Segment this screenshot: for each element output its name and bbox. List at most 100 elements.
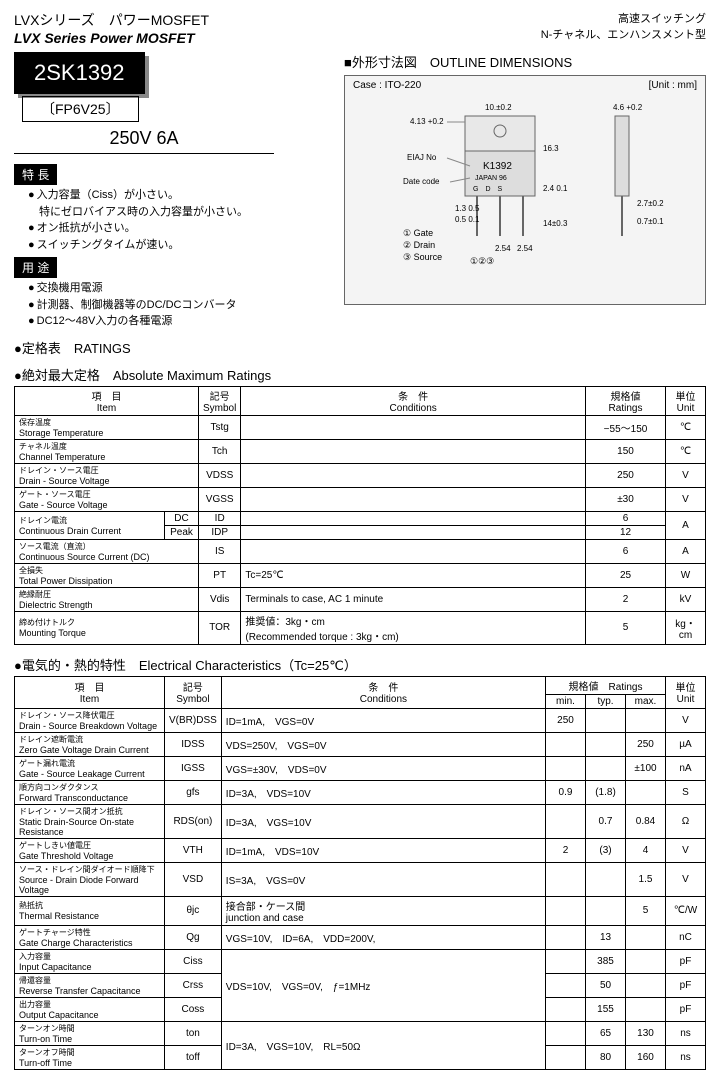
min-cell: 0.9 [546,780,586,804]
switching-note: 高速スイッチング [541,10,706,26]
col-ratings-group: 規格値 Ratings [546,676,666,694]
svg-text:2.54: 2.54 [495,244,511,253]
symbol-cell: VSD [165,862,222,896]
item-cell: ドレイン・ソース間オン抵抗Static Drain-Source On-stat… [15,804,165,838]
symbol-cell: IDSS [165,732,222,756]
min-cell [546,756,586,780]
rating-cell: ±30 [586,487,666,511]
min-cell [546,973,586,997]
col-unit: 単位 Unit [666,386,706,415]
conditions-cell: ID=3A, VGS=10V, RL=50Ω [221,1021,545,1069]
unit-cell: pF [666,949,706,973]
col-typ: typ. [586,694,626,708]
item-cell: 締め付けトルクMounting Torque [15,611,199,644]
typ-cell: 385 [586,949,626,973]
max-cell [626,925,666,949]
item-cell: ゲート・ソース電圧Gate - Source Voltage [15,487,199,511]
rating-cell: −55〜150 [586,415,666,439]
typ-cell: 155 [586,997,626,1021]
symbol-cell: Coss [165,997,222,1021]
conditions-cell: ID=1mA, VDS=10V [221,838,545,862]
symbol-cell: VGSS [199,487,241,511]
unit-cell: V [666,708,706,732]
typ-cell [586,756,626,780]
item-cell: ゲートしきい値電圧Gate Threshold Voltage [15,838,165,862]
typ-cell [586,732,626,756]
conditions-cell [241,487,586,511]
application-item: DC12～48V入力の各種電源 [28,313,334,330]
max-cell [626,708,666,732]
rating-cell: 250 [586,463,666,487]
item-cell: 熱抵抗Thermal Resistance [15,896,165,925]
outline-title: ■外形寸法図 OUTLINE DIMENSIONS [344,52,706,71]
eiaj-label: EIAJ No [407,153,437,162]
item-cell: ゲートチャージ特性Gate Charge Characteristics [15,925,165,949]
item-cell: ドレイン・ソース降伏電圧Drain - Source Breakdown Vol… [15,708,165,732]
table-row: ゲート漏れ電流Gate - Source Leakage CurrentIGSS… [15,756,706,780]
table-row: 順方向コンダクタンスForward TransconductancegfsID=… [15,780,706,804]
svg-text:10.±0.2: 10.±0.2 [485,103,512,112]
typ-cell: 0.7 [586,804,626,838]
symbol-cell: gfs [165,780,222,804]
features-label: 特 長 [14,164,57,185]
symbol-cell: V(BR)DSS [165,708,222,732]
unit-cell: V [666,838,706,862]
typ-cell [586,896,626,925]
conditions-cell [241,415,586,439]
typ-cell: 80 [586,1045,626,1069]
subtype-cell: DC [165,511,199,525]
symbol-cell: ton [165,1021,222,1045]
table-row: ゲート・ソース電圧Gate - Source VoltageVGSS±30V [15,487,706,511]
col-conditions: 条 件 Conditions [221,676,545,708]
svg-text:①②③: ①②③ [470,256,494,266]
conditions-cell: ID=3A, VGS=10V [221,804,545,838]
table-row: ゲートチャージ特性Gate Charge CharacteristicsQgVG… [15,925,706,949]
unit-cell: ns [666,1021,706,1045]
min-cell [546,1045,586,1069]
col-item: 項 目 Item [15,386,199,415]
rating-cell: 25 [586,563,666,587]
min-cell: 2 [546,838,586,862]
conditions-cell: Tc=25℃ [241,563,586,587]
table-row: 保存温度Storage TemperatureTstg−55〜150℃ [15,415,706,439]
unit-label: [Unit : mm] [649,80,697,91]
subtype-cell: Peak [165,525,199,539]
part-number-box: 2SK1392 [14,52,145,94]
col-conditions: 条 件 Conditions [241,386,586,415]
symbol-cell: VDSS [199,463,241,487]
conditions-cell: VDS=250V, VGS=0V [221,732,545,756]
svg-text:0.7±0.1: 0.7±0.1 [637,217,664,226]
symbol-cell: Crss [165,973,222,997]
table-row: ドレイン・ソース間オン抵抗Static Drain-Source On-stat… [15,804,706,838]
max-cell [626,973,666,997]
item-cell: ゲート漏れ電流Gate - Source Leakage Current [15,756,165,780]
item-cell: ソース電流（直流）Continuous Source Current (DC) [15,539,199,563]
unit-cell: ℃ [666,439,706,463]
item-cell: 全損失Total Power Dissipation [15,563,199,587]
item-cell: 順方向コンダクタンスForward Transconductance [15,780,165,804]
svg-text:G D S: G D S [473,186,502,193]
symbol-cell: VTH [165,838,222,862]
table-row: ドレイン電流Continuous Drain CurrentDCID6A [15,511,706,525]
typ-cell [586,708,626,732]
abs-max-heading: ●絶対最大定格 Absolute Maximum Ratings [14,365,706,384]
conditions-cell [241,525,586,539]
feature-item: スイッチングタイムが速い。 [28,237,334,254]
left-column: 2SK1392 〔FP6V25〕 250V 6A 特 長 入力容量（Ciss）が… [14,52,334,330]
min-cell: 250 [546,708,586,732]
symbol-cell: θjc [165,896,222,925]
typ-cell [586,862,626,896]
min-cell [546,804,586,838]
channel-note: N-チャネル、エンハンスメント型 [541,26,706,42]
svg-text:0.5 0.1: 0.5 0.1 [455,215,480,224]
item-cell: 絶縁耐圧Dielectric Strength [15,587,199,611]
max-cell: 5 [626,896,666,925]
conditions-cell: 接合部・ケース間 junction and case [221,896,545,925]
rating-cell: 6 [586,511,666,525]
feature-item: 入力容量（Ciss）が小さい。 特にゼロバイアス時の入力容量が小さい。 [28,187,334,220]
item-cell: 帰還容量Reverse Transfer Capacitance [15,973,165,997]
svg-text:4.6 +0.2: 4.6 +0.2 [613,103,643,112]
min-cell [546,949,586,973]
abs-max-table: 項 目 Item 記号 Symbol 条 件 Conditions 規格値 Ra… [14,386,706,645]
svg-text:2.4 0.1: 2.4 0.1 [543,184,568,193]
